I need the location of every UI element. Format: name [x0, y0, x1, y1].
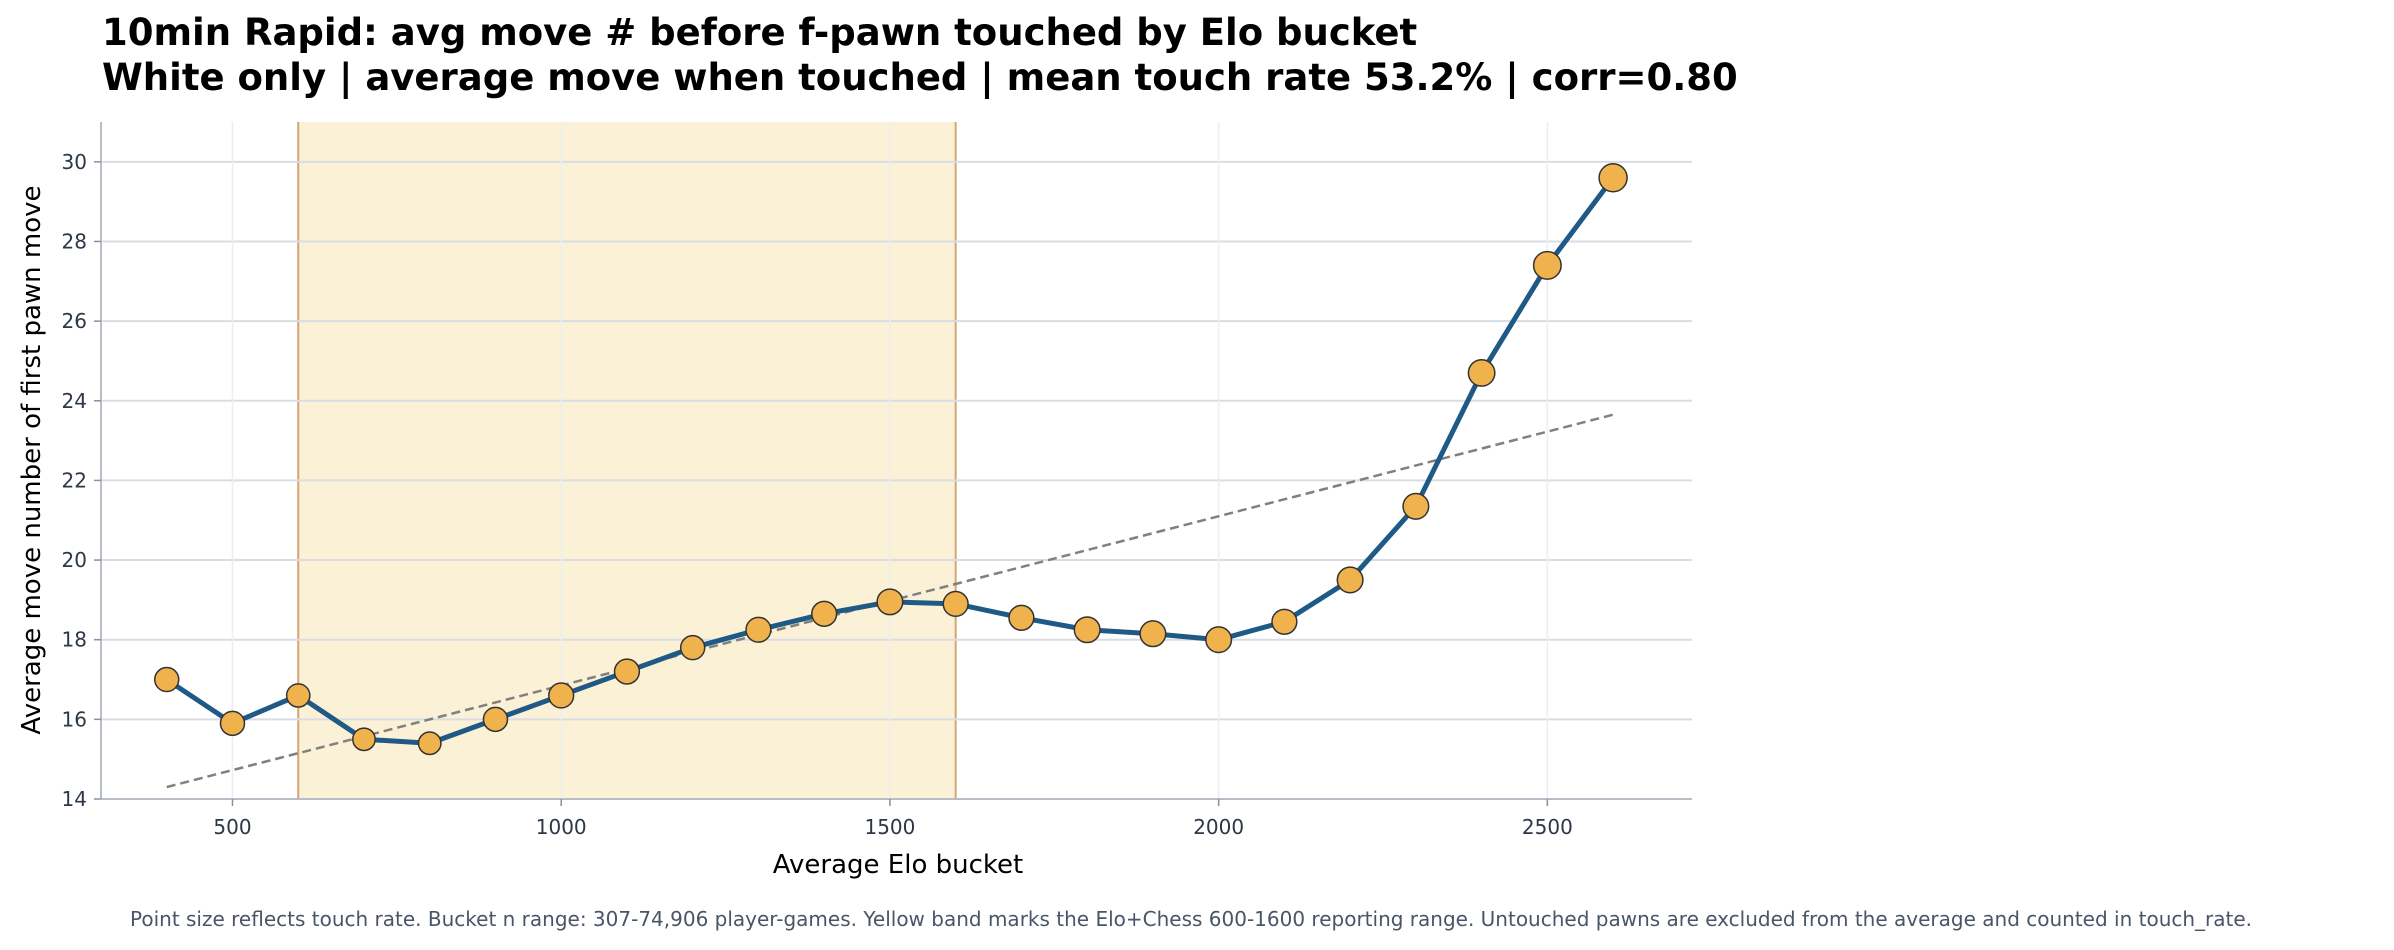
series-layer: [153, 163, 1628, 756]
y-tick-label: 20: [62, 548, 87, 572]
y-axis-label: Average move number of first pawn move: [17, 185, 47, 734]
footnote: Point size reflects touch rate. Bucket n…: [130, 907, 2253, 931]
y-tick-label: 26: [62, 309, 87, 333]
y-tick-label: 28: [62, 229, 87, 253]
data-point: [1467, 358, 1496, 387]
y-tick-label: 30: [62, 150, 87, 174]
chart-subtitle: White only | average move when touched |…: [102, 56, 1738, 99]
x-tick-label: 1000: [536, 815, 587, 839]
data-point: [745, 616, 772, 643]
x-tick-label: 2000: [1193, 815, 1244, 839]
data-point: [285, 683, 311, 708]
y-tick-label: 16: [62, 707, 87, 731]
chart-title: 10min Rapid: avg move # before f-pawn to…: [102, 11, 1418, 54]
data-point: [417, 731, 442, 756]
reporting-band: [298, 122, 956, 799]
data-point: [1073, 616, 1101, 644]
data-point: [613, 658, 641, 685]
ticks-layer: 14 16 18 20 22 24 26 28 30 500 1000 1500 2000 2500: [62, 150, 1573, 839]
data-point: [352, 727, 376, 752]
band-layer: [297, 122, 957, 799]
y-tick-label: 22: [62, 468, 87, 492]
data-point: [153, 666, 180, 693]
data-point: [1598, 163, 1628, 193]
data-point: [1271, 608, 1298, 635]
axes-layer: [100, 122, 1692, 800]
data-point: [679, 634, 706, 661]
y-tick-label: 24: [62, 389, 87, 413]
y-tick-label: 14: [62, 787, 87, 811]
data-point: [942, 590, 969, 618]
labels-layer: Average Elo bucket Average move number o…: [17, 185, 1023, 880]
data-point: [1532, 250, 1562, 280]
x-tick-label: 2500: [1522, 815, 1573, 839]
title-block: 10min Rapid: avg move # before f-pawn to…: [102, 10, 1738, 100]
grid-layer: [101, 122, 1692, 799]
data-point: [482, 706, 509, 733]
data-point: [1402, 492, 1430, 520]
data-point: [1336, 566, 1364, 594]
data-point: [548, 682, 575, 709]
x-axis-label: Average Elo bucket: [773, 850, 1023, 880]
x-tick-label: 500: [213, 815, 251, 839]
y-tick-label: 18: [62, 628, 87, 652]
data-point: [1205, 626, 1233, 654]
data-point: [219, 710, 246, 737]
data-point: [811, 600, 838, 627]
data-point: [1139, 620, 1167, 648]
data-point: [876, 588, 904, 616]
data-point: [1008, 604, 1035, 631]
x-tick-label: 1500: [864, 815, 915, 839]
